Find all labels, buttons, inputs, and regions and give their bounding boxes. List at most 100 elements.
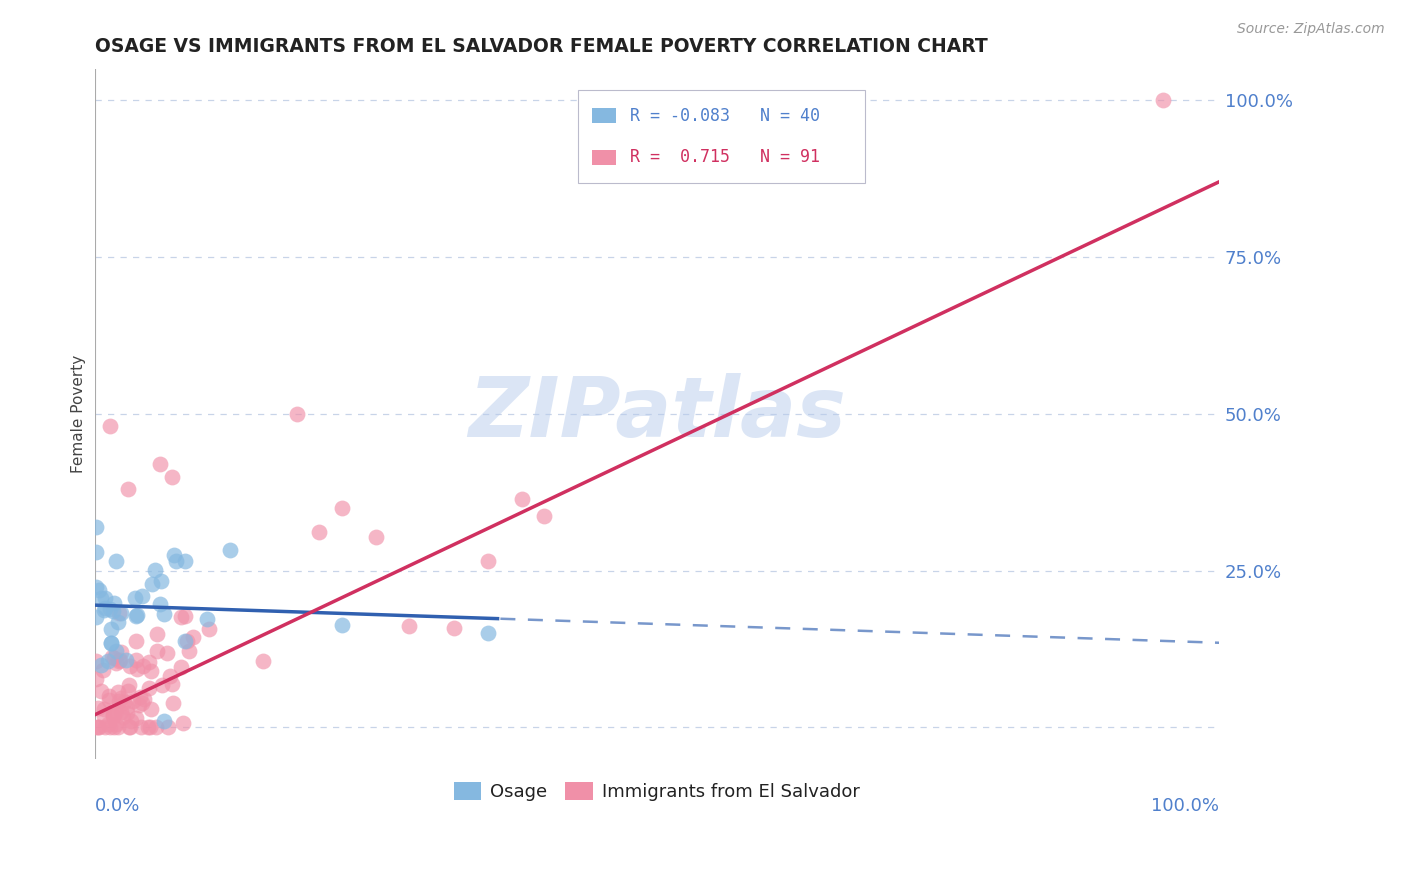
Point [96,654,118,668]
Point [84,720,107,734]
Point [101,604,124,618]
Point [170,660,193,674]
Point [132,658,155,673]
Point [104,656,127,670]
Point [90,658,112,673]
Point [112,695,135,709]
Point [98,720,121,734]
Point [198,622,221,636]
Text: R = -0.083   N = 40: R = -0.083 N = 40 [630,107,820,125]
Point [104,706,127,720]
Point [101,709,124,723]
Point [173,554,195,568]
Text: 100.0%: 100.0% [1152,797,1219,814]
Text: 0.0%: 0.0% [94,797,141,814]
Point [176,634,198,648]
Point [159,669,181,683]
Point [97,716,120,731]
FancyBboxPatch shape [592,150,616,165]
Point [127,662,149,676]
Point [100,622,122,636]
Point [94,601,117,615]
Point [510,492,533,507]
Point [107,615,129,630]
FancyBboxPatch shape [578,90,865,183]
Point [110,706,132,720]
Point [141,577,163,591]
Point [125,711,148,725]
Point [118,720,141,734]
Point [117,699,139,714]
Point [162,697,184,711]
Point [156,720,179,734]
Point [103,720,125,734]
Point [90,591,112,605]
Text: R =  0.715   N = 91: R = 0.715 N = 91 [630,148,820,166]
Point [170,610,193,624]
Point [87,720,110,734]
Point [94,720,117,734]
Point [93,702,115,716]
Point [104,554,127,568]
Point [110,690,132,705]
Point [477,626,499,640]
Point [112,710,135,724]
Point [108,606,131,620]
Point [152,714,174,728]
Point [108,653,131,667]
Point [162,677,184,691]
Point [143,563,166,577]
Point [533,508,555,523]
Point [174,608,197,623]
Point [138,681,160,695]
Point [94,591,117,605]
Y-axis label: Female Poverty: Female Poverty [72,355,86,473]
Point [98,601,121,615]
Point [134,691,156,706]
Point [139,702,162,716]
Text: OSAGE VS IMMIGRANTS FROM EL SALVADOR FEMALE POVERTY CORRELATION CHART: OSAGE VS IMMIGRANTS FROM EL SALVADOR FEM… [94,37,987,56]
Point [131,696,153,710]
Point [84,545,107,559]
Point [124,591,146,605]
Point [177,644,200,658]
Point [131,590,153,604]
Point [153,607,176,621]
Point [84,520,107,534]
Point [364,530,387,544]
Point [139,720,162,734]
Point [285,407,308,421]
Point [100,636,122,650]
Point [398,619,420,633]
Point [128,690,150,705]
Point [125,609,148,624]
Point [117,683,139,698]
Point [118,658,141,673]
Point [443,621,465,635]
Point [131,720,153,734]
Point [97,693,120,707]
Point [105,644,128,658]
Point [86,610,108,624]
Point [1152,93,1174,107]
Point [118,720,141,734]
Point [163,548,186,562]
Point [146,626,169,640]
Point [101,649,124,664]
Point [146,643,169,657]
Point [141,664,163,678]
Point [110,606,132,620]
Point [84,672,107,686]
Point [195,612,218,626]
Point [87,720,110,734]
Legend: Osage, Immigrants from El Salvador: Osage, Immigrants from El Salvador [447,774,866,808]
Point [173,634,195,648]
Point [107,720,129,734]
Point [97,689,120,703]
Point [122,694,145,708]
Point [145,720,167,734]
FancyBboxPatch shape [592,108,616,123]
Point [101,707,124,722]
Point [103,596,125,610]
Point [93,602,115,616]
